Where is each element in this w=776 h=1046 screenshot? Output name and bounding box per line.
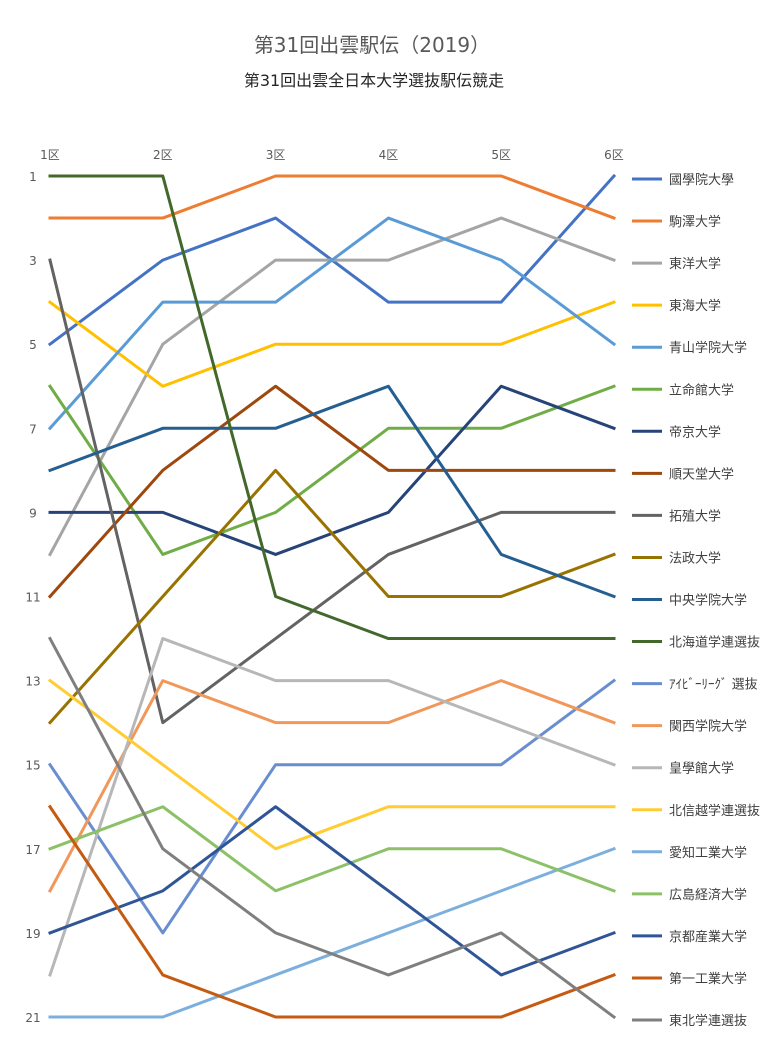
legend-item: 青山学院大学 bbox=[632, 340, 747, 356]
y-tick-label: 15 bbox=[25, 759, 40, 773]
legend-label: 広島経済大学 bbox=[669, 887, 747, 903]
legend-item: 駒澤大学 bbox=[632, 214, 721, 230]
series-line bbox=[47, 300, 616, 388]
legend-item: 広島経済大学 bbox=[632, 887, 747, 903]
series-line bbox=[48, 258, 616, 725]
x-tick-label: 4区 bbox=[379, 148, 399, 162]
y-tick-label: 11 bbox=[25, 591, 40, 605]
series-line bbox=[47, 678, 617, 935]
series-line bbox=[48, 174, 616, 220]
legend-item: 立命館大学 bbox=[632, 382, 734, 398]
legend-label: 駒澤大学 bbox=[669, 214, 721, 230]
y-tick-label: 17 bbox=[25, 843, 40, 857]
legend-label: 関西学院大学 bbox=[669, 719, 747, 735]
legend-label: 皇學館大学 bbox=[669, 761, 734, 777]
series-line bbox=[47, 679, 616, 893]
legend-item: 東洋大学 bbox=[632, 256, 721, 272]
series-line bbox=[47, 804, 616, 1019]
series-line bbox=[47, 468, 616, 725]
legend-item: ｱｲﾋﾞｰﾘｰｸﾞ 選抜 bbox=[632, 677, 758, 693]
legend-label: 北信越学連選抜 bbox=[669, 803, 760, 819]
legend-item: 京都産業大学 bbox=[632, 929, 747, 945]
legend-item: 北海道学連選抜 bbox=[632, 635, 760, 651]
legend-item: 関西学院大学 bbox=[632, 719, 747, 735]
x-tick-label: 3区 bbox=[266, 148, 286, 162]
y-tick-label: 19 bbox=[25, 927, 40, 941]
legend-label: 拓殖大学 bbox=[669, 508, 721, 524]
legend-label: 國學院大學 bbox=[669, 173, 734, 188]
y-tick-label: 21 bbox=[25, 1011, 40, 1025]
series-line bbox=[47, 678, 616, 851]
legend-item: 法政大学 bbox=[632, 550, 721, 566]
series-line bbox=[48, 805, 616, 977]
legend-item: 東北学連選抜 bbox=[632, 1013, 747, 1029]
legend-label: 東海大学 bbox=[669, 298, 721, 314]
x-tick-label: 1区 bbox=[40, 148, 60, 162]
legend-item: 東海大学 bbox=[632, 298, 721, 314]
legend-label: ｱｲﾋﾞｰﾘｰｸﾞ 選抜 bbox=[669, 677, 758, 693]
series-line bbox=[47, 384, 616, 599]
x-tick-label: 5区 bbox=[491, 148, 511, 162]
series-line bbox=[48, 384, 616, 599]
y-tick-label: 7 bbox=[29, 422, 37, 436]
chart-subtitle: 第31回出雲全日本大学選抜駅伝競走 bbox=[244, 71, 504, 90]
x-axis: 1区 2区 3区 4区 5区 6区 bbox=[40, 148, 624, 162]
legend-item: 國學院大學 bbox=[632, 173, 734, 188]
legend-label: 中央学院大学 bbox=[669, 593, 747, 609]
plot-area bbox=[47, 173, 617, 1020]
legend-label: 東洋大学 bbox=[669, 256, 721, 272]
legend-item: 帝京大学 bbox=[632, 424, 721, 440]
legend-item: 順天堂大学 bbox=[632, 466, 734, 482]
series-line bbox=[48, 637, 616, 977]
y-tick-label: 1 bbox=[29, 170, 37, 184]
legend-label: 順天堂大学 bbox=[669, 466, 734, 482]
y-tick-label: 9 bbox=[29, 506, 37, 520]
y-tick-label: 3 bbox=[29, 254, 37, 268]
legend-item: 北信越学連選抜 bbox=[632, 803, 760, 819]
y-tick-label: 13 bbox=[25, 675, 40, 689]
series-line bbox=[48, 174, 616, 641]
legend-item: 第一工業大学 bbox=[632, 971, 747, 987]
legend-label: 法政大学 bbox=[669, 550, 721, 566]
legend-label: 帝京大学 bbox=[669, 424, 721, 440]
series-line bbox=[47, 384, 616, 556]
y-tick-label: 5 bbox=[29, 338, 37, 352]
legend-label: 東北学連選抜 bbox=[669, 1013, 747, 1029]
legend-label: 京都産業大学 bbox=[669, 929, 747, 945]
legend: 國學院大學駒澤大学東洋大学東海大学青山学院大学立命館大学帝京大学順天堂大学拓殖大… bbox=[632, 173, 760, 1029]
legend-label: 北海道学連選抜 bbox=[669, 635, 760, 651]
legend-label: 愛知工業大学 bbox=[669, 845, 747, 861]
series-line bbox=[47, 636, 617, 1020]
legend-item: 中央学院大学 bbox=[632, 593, 747, 609]
legend-item: 愛知工業大学 bbox=[632, 845, 747, 861]
x-tick-label: 6区 bbox=[604, 148, 624, 162]
legend-label: 青山学院大学 bbox=[669, 340, 747, 356]
series-line bbox=[47, 216, 617, 431]
x-tick-label: 2区 bbox=[153, 148, 173, 162]
legend-item: 拓殖大学 bbox=[632, 508, 721, 524]
legend-label: 第一工業大学 bbox=[669, 971, 747, 987]
chart-title: 第31回出雲駅伝（2019） bbox=[254, 33, 490, 57]
legend-item: 皇學館大学 bbox=[632, 761, 734, 777]
legend-label: 立命館大学 bbox=[669, 382, 734, 398]
